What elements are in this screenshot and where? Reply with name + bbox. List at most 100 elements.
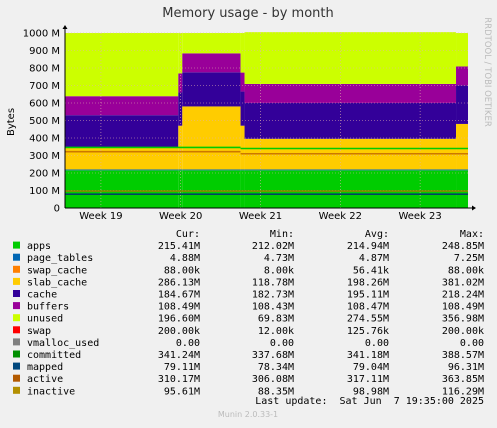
legend-swap-cur: 200.00k [158, 326, 200, 337]
legend-slab-cache-min: 118.78M [252, 277, 294, 288]
legend-swatch-committed [13, 351, 20, 358]
area-cache-seg-2 [182, 72, 240, 106]
area-unused-seg-4 [245, 32, 456, 84]
legend-apps-max: 248.85M [442, 241, 484, 252]
legend-swatch-page-tables [13, 254, 20, 261]
footer-version: Munin 2.0.33-1 [218, 410, 278, 419]
x-axis-arrow [472, 206, 476, 211]
area-page-tables-seg-3 [241, 169, 245, 170]
area-unused-seg-1 [178, 33, 182, 73]
legend-page-tables-avg: 4.87M [359, 253, 389, 264]
legend-cache-min: 182.73M [252, 290, 294, 301]
legend-header-max: Max: [460, 229, 484, 240]
legend-unused-avg: 274.55M [347, 314, 389, 325]
y-tick-label-9: 900 M [29, 46, 60, 57]
y-tick-label-7: 700 M [29, 81, 60, 92]
legend-label-vmalloc-used: vmalloc_used [27, 338, 99, 349]
area-buffers-seg-3 [241, 73, 245, 92]
legend-vmalloc-used-avg: 0.00 [365, 338, 389, 349]
area-slab-cache-seg-0 [65, 148, 178, 170]
legend-label-apps: apps [27, 241, 51, 252]
legend-header-avg: Avg: [365, 229, 389, 240]
y-tick-label-1: 100 M [29, 186, 60, 197]
legend-swatch-inactive [13, 387, 20, 394]
area-page-tables-seg-4 [245, 169, 456, 170]
area-page-tables-seg-0 [65, 169, 178, 170]
legend-label-mapped: mapped [27, 362, 63, 373]
legend-mapped-avg: 79.04M [353, 362, 389, 373]
area-buffers-seg-4 [245, 84, 456, 103]
legend-committed-min: 337.68M [252, 350, 294, 361]
area-page-tables-seg-5 [456, 169, 468, 170]
legend-swatch-apps [13, 242, 20, 249]
legend-mapped-max: 96.31M [448, 362, 484, 373]
legend-swap-min: 12.00k [258, 326, 294, 337]
area-cache-seg-0 [65, 115, 178, 147]
legend-unused-cur: 196.60M [158, 314, 200, 325]
area-buffers-seg-0 [65, 96, 178, 115]
legend-label-active: active [27, 374, 63, 385]
legend-inactive-cur: 95.61M [164, 386, 200, 397]
legend-swatch-slab-cache [13, 278, 20, 285]
legend-swap-cache-cur: 88.00k [164, 265, 200, 276]
x-tick-label-3: Week 22 [319, 211, 362, 222]
y-axis-arrow [63, 25, 68, 29]
legend-page-tables-max: 7.25M [454, 253, 484, 264]
legend-vmalloc-used-min: 0.00 [270, 338, 294, 349]
legend-swatch-vmalloc-used [13, 338, 20, 345]
legend-cache-avg: 195.11M [347, 290, 389, 301]
legend-buffers-max: 108.49M [442, 302, 484, 313]
legend-apps-min: 212.02M [252, 241, 294, 252]
legend-label-buffers: buffers [27, 302, 69, 313]
area-apps-seg-4 [245, 170, 456, 208]
plot-area [63, 25, 477, 211]
legend-committed-max: 388.57M [442, 350, 484, 361]
area-apps-seg-0 [65, 170, 178, 208]
area-cache-seg-1 [178, 92, 182, 125]
legend-unused-min: 69.83M [258, 314, 294, 325]
area-cache-seg-5 [456, 85, 468, 124]
x-tick-label-4: Week 23 [398, 211, 441, 222]
legend-committed-avg: 341.18M [347, 350, 389, 361]
legend-label-swap: swap [27, 326, 51, 337]
legend-unused-max: 356.98M [442, 314, 484, 325]
legend-label-inactive: inactive [27, 386, 75, 397]
area-cache-seg-4 [245, 103, 456, 139]
legend-slab-cache-cur: 286.13M [158, 277, 200, 288]
legend-buffers-avg: 108.47M [347, 302, 389, 313]
legend-cache-cur: 184.67M [158, 290, 200, 301]
legend-swap-cache-avg: 56.41k [353, 265, 389, 276]
area-apps-seg-1 [178, 170, 182, 208]
legend-apps-cur: 215.41M [158, 241, 200, 252]
area-apps-seg-2 [182, 170, 240, 208]
legend-apps-avg: 214.94M [347, 241, 389, 252]
legend-swatch-unused [13, 314, 20, 321]
x-tick-label-1: Week 20 [159, 211, 202, 222]
last-update: Last update: Sat Jun 7 19:35:00 2025 [255, 396, 484, 407]
legend-active-cur: 310.17M [158, 374, 200, 385]
legend-swap-avg: 125.76k [347, 326, 389, 337]
area-slab-cache-seg-5 [456, 124, 468, 170]
legend-swatch-buffers [13, 302, 20, 309]
legend-active-avg: 317.11M [347, 374, 389, 385]
legend-active-min: 306.08M [252, 374, 294, 385]
y-tick-label-0: 0 [54, 204, 60, 215]
legend-swap-cache-min: 8.00k [264, 265, 294, 276]
legend-swap-cache-max: 88.00k [448, 265, 484, 276]
legend-label-swap-cache: swap_cache [27, 265, 87, 276]
legend-swatch-swap-cache [13, 266, 20, 273]
y-tick-label-5: 500 M [29, 116, 60, 127]
area-apps-seg-3 [241, 170, 245, 208]
area-buffers-seg-1 [178, 73, 182, 92]
y-axis-label: Bytes [6, 108, 17, 136]
y-tick-label-10: 1000 M [23, 29, 60, 40]
legend-mapped-min: 78.34M [258, 362, 294, 373]
area-unused-seg-0 [65, 33, 178, 96]
legend-swatch-swap [13, 326, 20, 333]
legend-label-slab-cache: slab_cache [27, 277, 87, 288]
legend-vmalloc-used-max: 0.00 [460, 338, 484, 349]
x-tick-label-2: Week 21 [239, 211, 282, 222]
